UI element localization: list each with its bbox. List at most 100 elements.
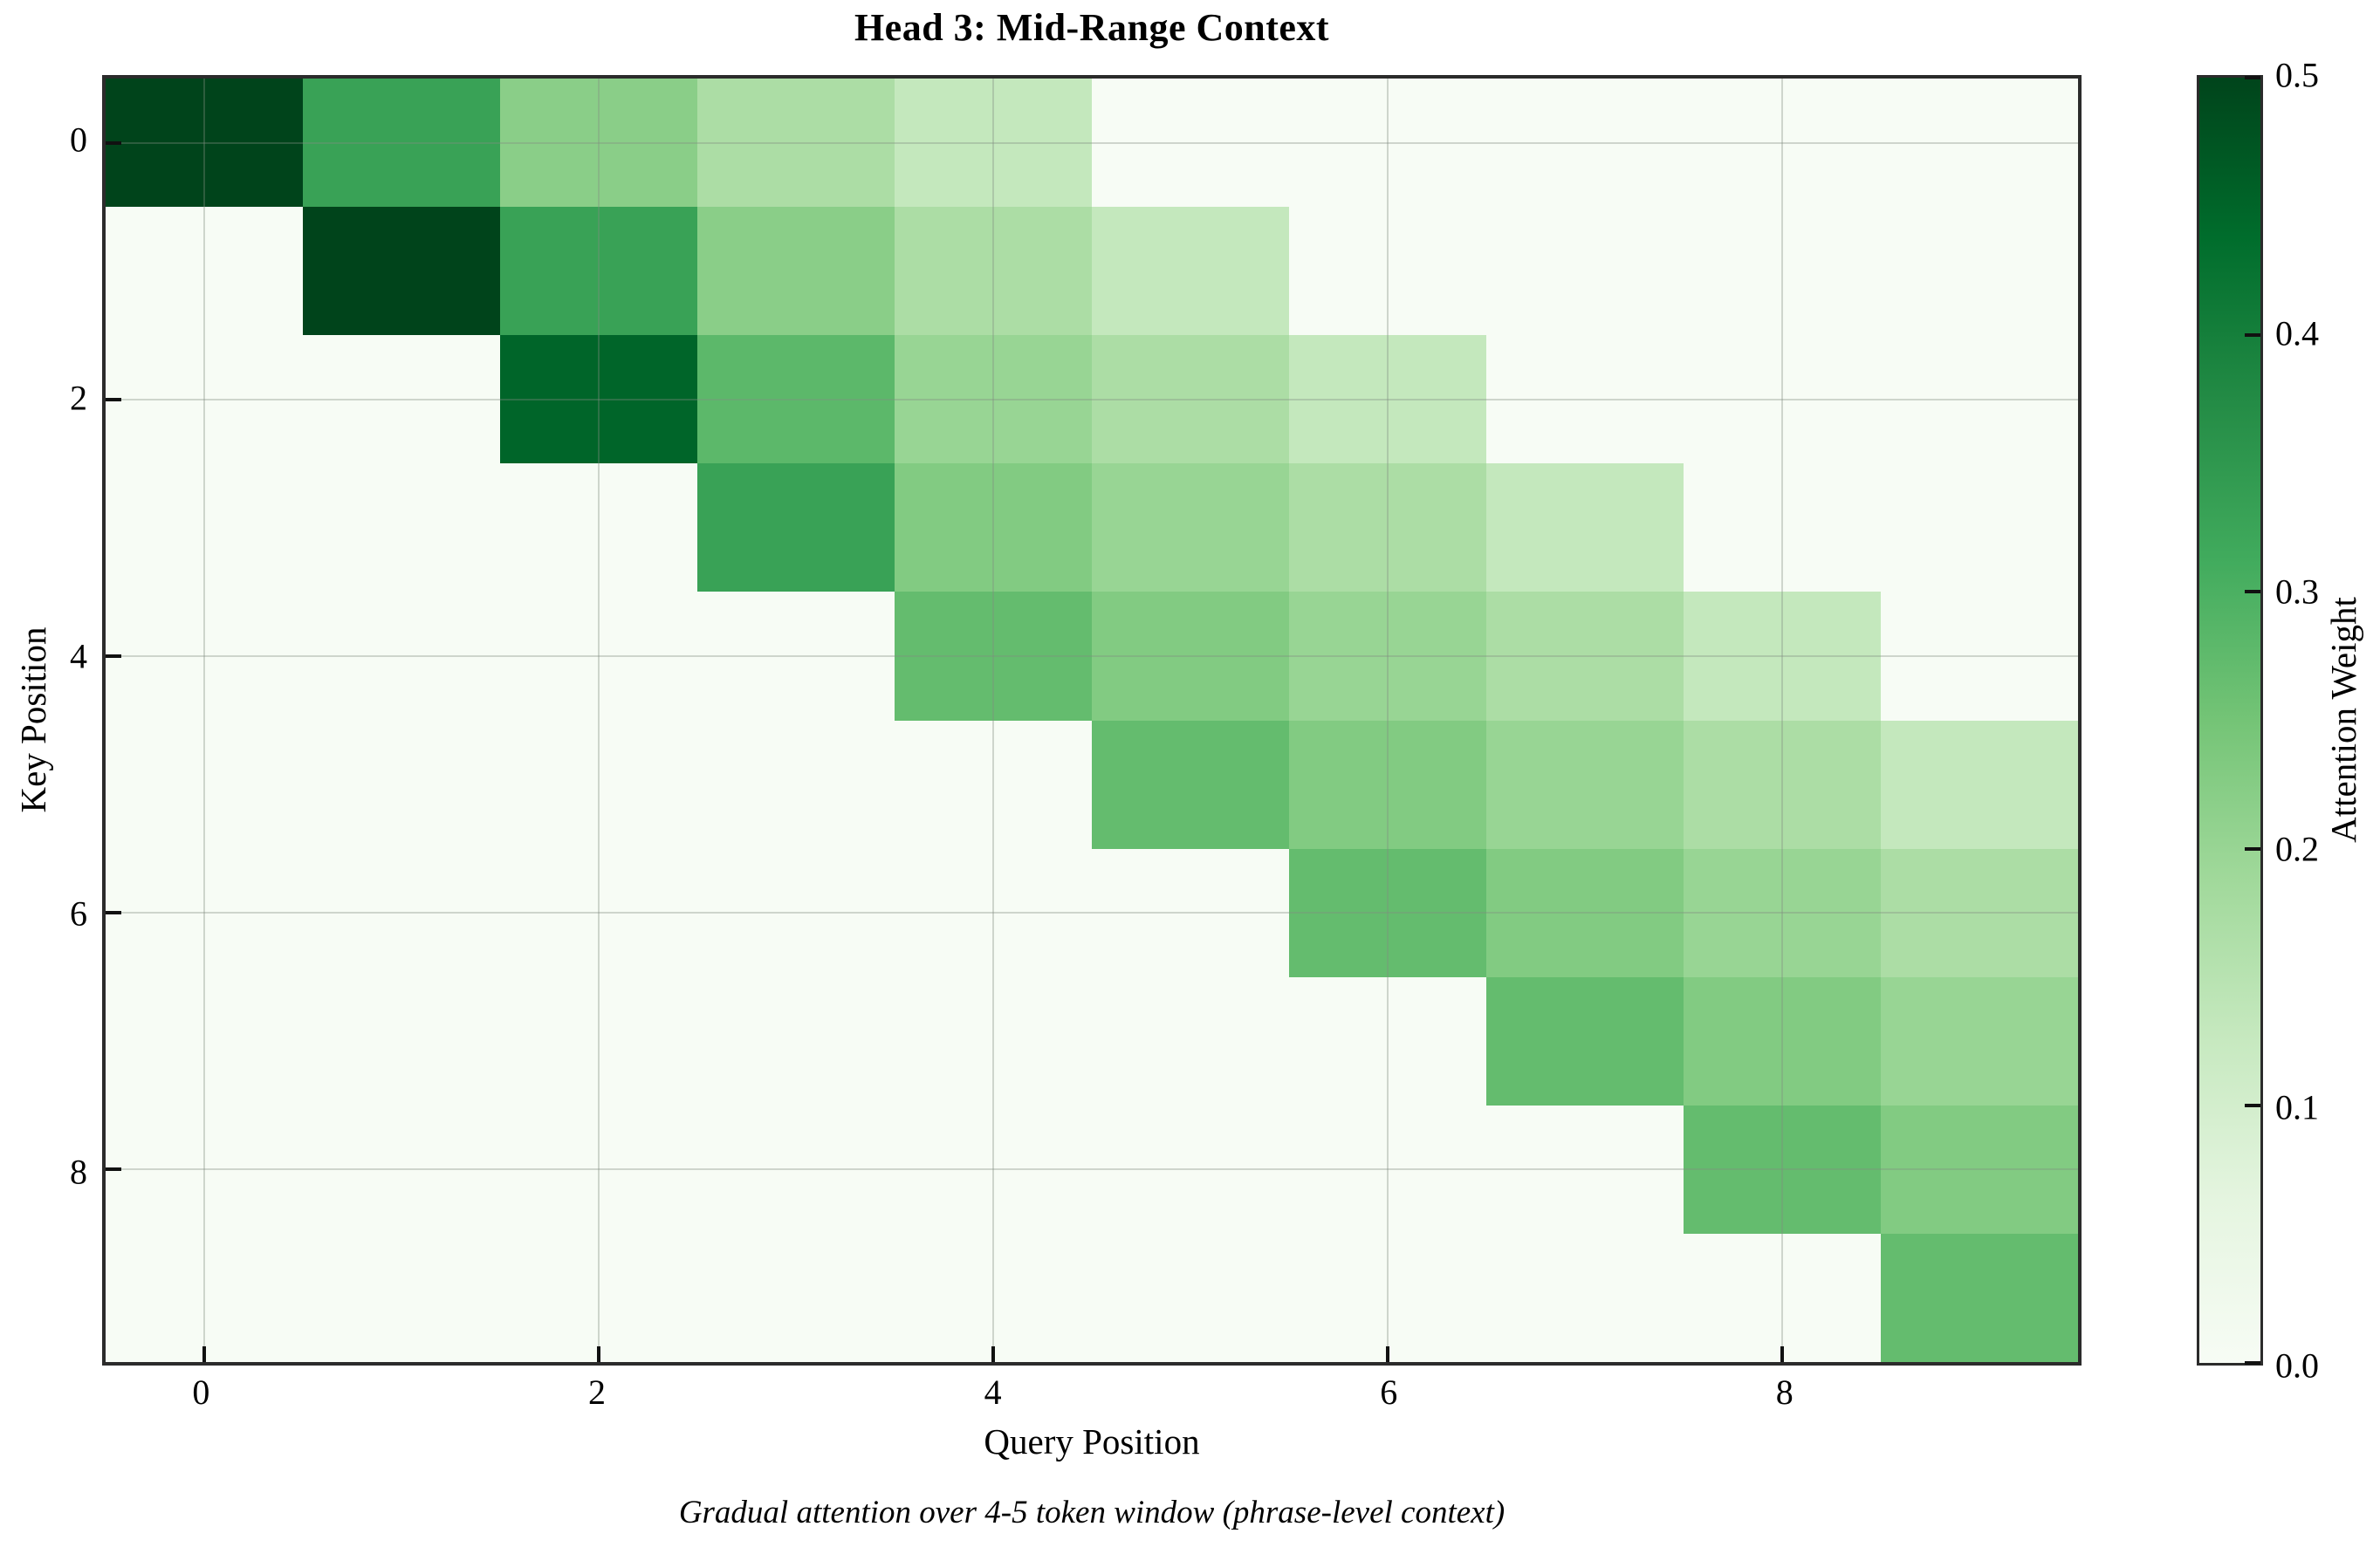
colorbar-label: Attention Weight (2323, 597, 2363, 843)
colorbar-tick-mark (2245, 1104, 2260, 1108)
heatmap-cell (895, 79, 1092, 208)
heatmap-cell (1684, 1233, 1881, 1362)
gridline-vertical (1387, 79, 1389, 1362)
x-tick-label: 2 (588, 1373, 606, 1412)
heatmap-cell (1486, 1233, 1684, 1362)
heatmap-cell (1289, 463, 1486, 592)
heatmap-cell (303, 720, 500, 849)
x-tick-mark (202, 1346, 206, 1362)
y-axis-label: Key Position (13, 626, 53, 813)
heatmap-cell (895, 335, 1092, 464)
colorbar (2197, 75, 2263, 1366)
heatmap-cell (303, 848, 500, 977)
heatmap-cell (106, 1105, 303, 1234)
heatmap-cell (1881, 207, 2078, 336)
heatmap-cell (1092, 207, 1289, 336)
heatmap-cell (106, 976, 303, 1106)
heatmap-cell (1684, 848, 1881, 977)
heatmap-cell (1092, 335, 1289, 464)
gridline-vertical (598, 79, 600, 1362)
heatmap-cell (1881, 79, 2078, 208)
heatmap-cell (1092, 79, 1289, 208)
heatmap-cell (895, 720, 1092, 849)
gridline-horizontal (106, 654, 2078, 657)
heatmap-cell (1486, 592, 1684, 721)
chart-title: Head 3: Mid-Range Context (854, 6, 1330, 49)
heatmap-cell (500, 207, 697, 336)
gridline-horizontal (106, 912, 2078, 914)
heatmap-cell (1881, 1233, 2078, 1362)
caption: Gradual attention over 4-5 token window … (678, 1495, 1506, 1530)
heatmap-cell (303, 1233, 500, 1362)
heatmap-cell (697, 1105, 895, 1234)
y-tick-mark (106, 140, 121, 145)
colorbar-tick-label: 0.1 (2275, 1087, 2319, 1127)
x-tick-label: 0 (192, 1373, 210, 1412)
heatmap-cell (697, 976, 895, 1106)
y-tick-mark (106, 654, 121, 658)
heatmap-cell (895, 976, 1092, 1106)
heatmap-cell (1684, 207, 1881, 336)
heatmap-cell (1486, 720, 1684, 849)
heatmap-cell (106, 207, 303, 336)
y-tick-mark (106, 397, 121, 401)
x-tick-label: 4 (984, 1373, 1002, 1412)
heatmap-cell (1881, 1105, 2078, 1234)
x-tick-label: 8 (1775, 1373, 1794, 1412)
heatmap-cell (1684, 976, 1881, 1106)
heatmap-cell (106, 720, 303, 849)
heatmap-cell (1092, 848, 1289, 977)
gridline-vertical (992, 79, 994, 1362)
heatmap-cell (303, 976, 500, 1106)
heatmap-cell (697, 79, 895, 208)
heatmap-cell (1289, 848, 1486, 977)
heatmap-cell (697, 1233, 895, 1362)
heatmap-cell (303, 1105, 500, 1234)
heatmap-cell (895, 592, 1092, 721)
heatmap-cell (500, 848, 697, 977)
heatmap-cell (697, 848, 895, 977)
heatmap-cell (106, 463, 303, 592)
heatmap-cell (1486, 79, 1684, 208)
heatmap-cell (1881, 335, 2078, 464)
heatmap-cell (1486, 848, 1684, 977)
heatmap-cell (1684, 592, 1881, 721)
gridline-horizontal (106, 1168, 2078, 1171)
y-tick-label: 4 (70, 636, 87, 676)
gridline-horizontal (106, 398, 2078, 400)
heatmap-cell (1486, 976, 1684, 1106)
heatmap-cell (1684, 335, 1881, 464)
heatmap-cell (303, 592, 500, 721)
heatmap-cell (895, 1105, 1092, 1234)
heatmap-cell (1684, 463, 1881, 592)
colorbar-tick-mark (2245, 590, 2260, 594)
heatmap-cell (1092, 463, 1289, 592)
heatmap-cell (697, 207, 895, 336)
heatmap-cell (1486, 1105, 1684, 1234)
y-tick-label: 2 (70, 378, 87, 418)
heatmap-cell-grid (106, 79, 2078, 1362)
heatmap-cell (303, 207, 500, 336)
heatmap-cell (106, 592, 303, 721)
heatmap-cell (895, 207, 1092, 336)
heatmap-cell (697, 592, 895, 721)
heatmap-cell (1881, 720, 2078, 849)
heatmap-cell (500, 463, 697, 592)
heatmap-cell (1486, 463, 1684, 592)
heatmap-cell (500, 592, 697, 721)
heatmap-cell (1092, 720, 1289, 849)
heatmap-cell (1486, 335, 1684, 464)
heatmap-cell (1684, 1105, 1881, 1234)
heatmap-cell (1881, 463, 2078, 592)
heatmap-cell (106, 848, 303, 977)
heatmap-cell (697, 463, 895, 592)
heatmap-cell (500, 79, 697, 208)
heatmap-cell (1289, 207, 1486, 336)
heatmap-cell (1881, 848, 2078, 977)
colorbar-tick-mark (2245, 1361, 2260, 1365)
heatmap-cell (697, 720, 895, 849)
x-tick-mark (1386, 1346, 1389, 1362)
y-tick-label: 8 (70, 1152, 87, 1192)
heatmap-cell (106, 1233, 303, 1362)
